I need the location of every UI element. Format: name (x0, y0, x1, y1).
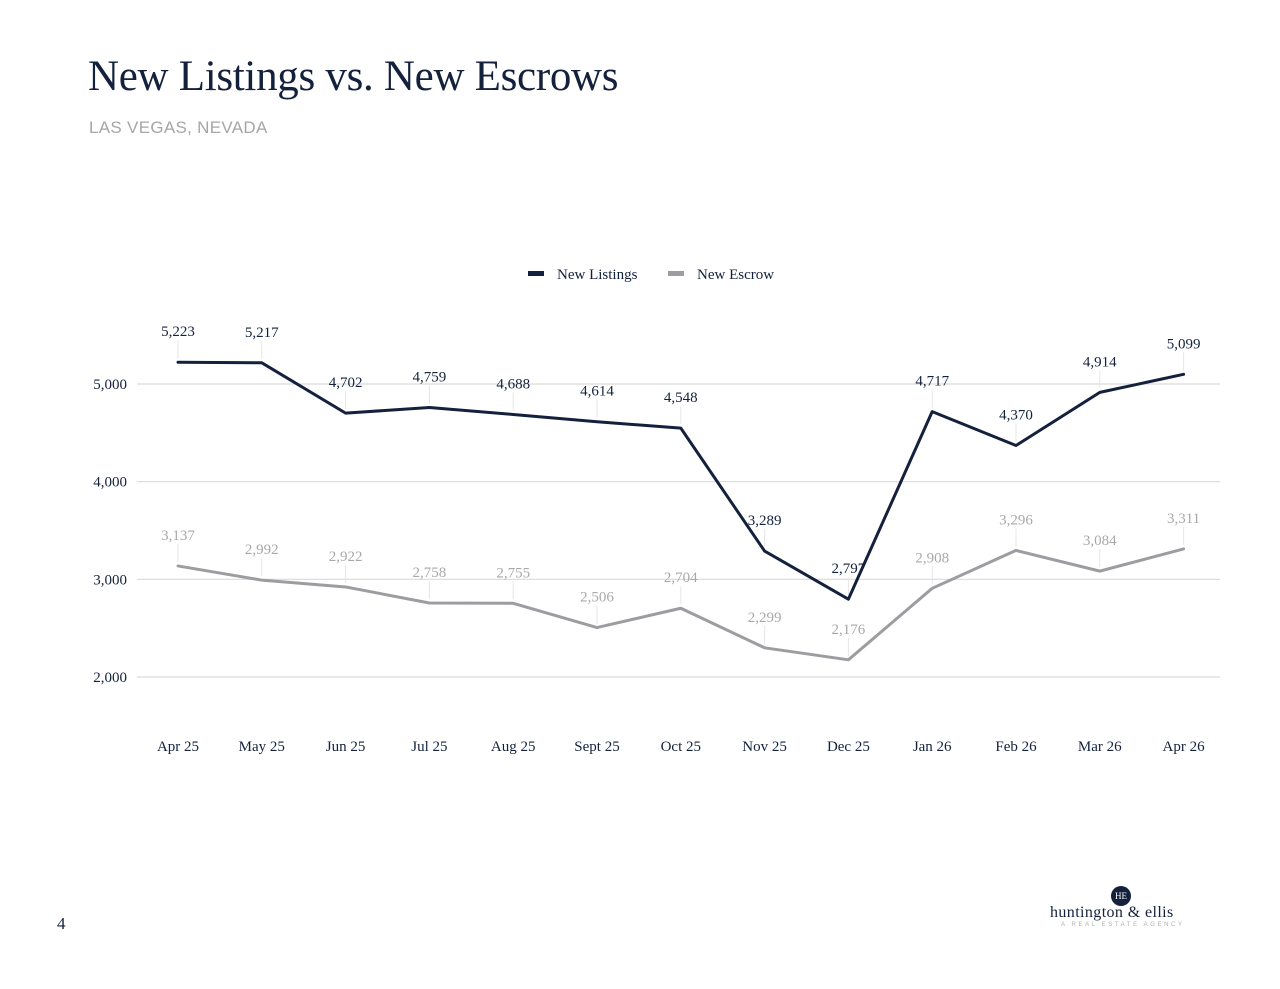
data-label: 4,759 (413, 370, 447, 386)
data-label: 4,688 (496, 376, 530, 392)
data-label: 2,704 (664, 570, 698, 586)
chart-legend: New Listings New Escrow (528, 267, 774, 283)
x-axis: Apr 25 May 25 Jun 25 Jul 25 Aug 25 Sept 25 Oct… (157, 739, 1205, 755)
y-tick-label: 4,000 (93, 475, 127, 491)
x-tick-label: Jan 26 (913, 739, 952, 755)
data-label: 5,223 (161, 324, 195, 340)
x-tick-label: May 25 (239, 739, 285, 755)
logo-name: huntington & ellis (1050, 904, 1174, 921)
y-tick-label: 2,000 (93, 670, 127, 686)
x-tick-label: Oct 25 (661, 739, 701, 755)
series-line-new-listings (176, 360, 1186, 601)
data-label: 2,299 (748, 610, 782, 626)
data-label: 3,084 (1083, 533, 1117, 549)
data-label: 2,176 (832, 622, 866, 638)
data-label: 3,289 (748, 513, 782, 529)
data-label: 4,702 (329, 375, 363, 391)
data-label: 2,908 (915, 550, 949, 566)
data-label: 4,548 (664, 390, 698, 406)
company-logo: HE huntington & ellis A REAL ESTATE AGEN… (1040, 884, 1210, 934)
chart-gridlines (137, 383, 1220, 678)
data-label: 3,311 (1167, 511, 1200, 527)
y-axis: 2,000 3,000 4,000 5,000 (93, 377, 127, 686)
data-label: 2,755 (496, 565, 530, 581)
x-tick-label: Feb 26 (995, 739, 1037, 755)
data-label-leaders (177, 340, 1185, 656)
data-label: 5,099 (1167, 336, 1201, 352)
logo-monogram: HE (1111, 886, 1131, 906)
data-label: 2,992 (245, 542, 279, 558)
x-tick-label: Jun 25 (326, 739, 366, 755)
data-label: 3,296 (999, 512, 1033, 528)
page-number: 4 (57, 914, 66, 933)
x-tick-label: Apr 25 (157, 739, 199, 755)
x-tick-label: Aug 25 (491, 739, 536, 755)
y-tick-label: 5,000 (93, 377, 127, 393)
data-label: 2,506 (580, 590, 614, 606)
legend-label: New Listings (557, 267, 638, 283)
data-label: 2,922 (329, 549, 363, 565)
data-label: 4,370 (999, 408, 1033, 424)
data-label: 3,137 (161, 528, 195, 544)
page-subtitle: LAS VEGAS, NEVADA (89, 118, 268, 137)
x-tick-label: Nov 25 (742, 739, 787, 755)
data-label: 4,614 (580, 384, 614, 400)
page-title: New Listings vs. New Escrows (88, 53, 619, 100)
legend-swatch (668, 271, 684, 276)
chart-series (176, 360, 1186, 662)
x-tick-label: Jul 25 (411, 739, 447, 755)
data-labels: 5,223 5,217 4,702 4,759 4,688 4,614 4,548 3,289… (161, 324, 1200, 638)
x-tick-label: Mar 26 (1078, 739, 1122, 755)
x-tick-label: Apr 26 (1163, 739, 1206, 755)
x-tick-label: Sept 25 (574, 739, 619, 755)
legend-label: New Escrow (697, 267, 774, 283)
data-label: 2,758 (413, 565, 447, 581)
x-tick-label: Dec 25 (827, 739, 870, 755)
data-label: 4,914 (1083, 354, 1117, 370)
series-line-new-escrow (176, 547, 1186, 662)
y-tick-label: 3,000 (93, 572, 127, 588)
legend-swatch (528, 271, 544, 276)
data-label: 5,217 (245, 325, 279, 341)
data-label: 2,797 (832, 561, 866, 577)
logo-tagline: A REAL ESTATE AGENCY (1061, 922, 1185, 928)
data-label: 4,717 (915, 374, 949, 390)
